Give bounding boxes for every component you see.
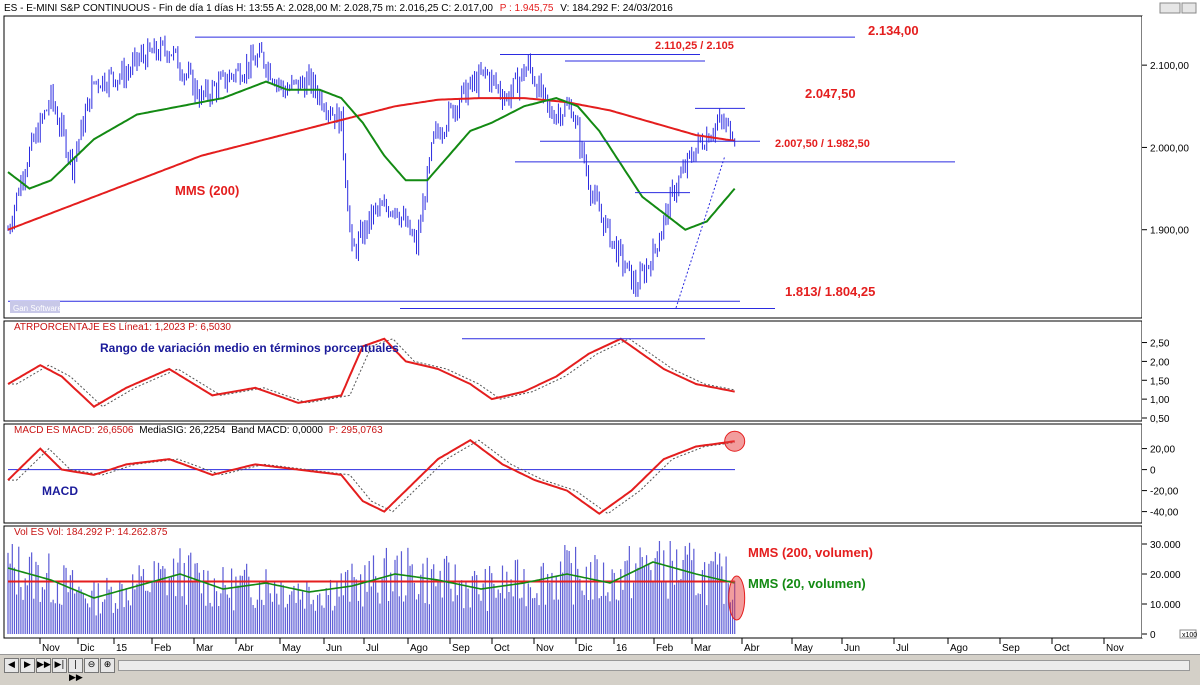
nav-first-button[interactable]: ◀ (4, 658, 19, 673)
x-tick-label: May (282, 643, 301, 654)
price-header-tail: V: 184.292 F: 24/03/2016 (560, 3, 673, 14)
horizontal-scrollbar[interactable] (118, 660, 1190, 671)
x-tick-label: 16 (616, 643, 628, 654)
nav-last-button[interactable]: |▶▶ (68, 658, 83, 683)
volume-legend-mms20: MMS (20, volumen) (748, 576, 866, 591)
watermark-box (10, 301, 60, 313)
macd-plot (7, 430, 746, 515)
x-tick-label: Dic (80, 643, 94, 654)
nav-end-button[interactable]: ▶| (52, 658, 67, 673)
x-tick-label: Jul (896, 643, 909, 654)
y-tick-label: 0 (1150, 466, 1156, 477)
x-tick-label: Mar (694, 643, 712, 654)
header-bar (0, 0, 1200, 16)
x-tick-label: Jun (844, 643, 860, 654)
y-tick-label: 2.000,00 (1150, 143, 1189, 154)
volume-plot (7, 541, 746, 634)
y-tick-label: -20,00 (1150, 487, 1179, 498)
x-tick-label: Mar (196, 643, 214, 654)
watermark: Gan Software (13, 304, 62, 313)
x-tick-label: Abr (744, 643, 760, 654)
volume-header: Vol ES Vol: 184.292 P: 14.262.875 (14, 527, 168, 538)
x-tick-label: Abr (238, 643, 254, 654)
y-tick-label: 20,00 (1150, 445, 1175, 456)
atr-header: ATRPORCENTAJE ES Línea1: 1,2023 P: 6,503… (14, 322, 231, 333)
price-header-p: P : 1.945,75 (500, 3, 554, 14)
pane-close-button[interactable] (1181, 2, 1197, 14)
axes: 2.100,00 2.000,00 1.900,00 2,50 2,00 1,50 1,00… (39, 61, 1189, 654)
volume-highlight (728, 575, 746, 621)
y-tick-label: 2.100,00 (1150, 61, 1189, 72)
macd-header: MACD ES MACD: 26,6506 MediaSIG: 26,2254 … (14, 425, 383, 436)
x-tick-label: Sep (1002, 643, 1020, 654)
volume-mms20-line (7, 561, 735, 599)
nav-next-button[interactable]: ▶▶ (36, 658, 51, 673)
macd-line (7, 438, 735, 515)
x-tick-label: Nov (536, 643, 554, 654)
trend-line (675, 155, 726, 309)
price-annotation: 1.813/ 1.804,25 (785, 284, 875, 299)
y-tick-label: 0,50 (1150, 414, 1170, 425)
zoom-out-button[interactable]: ⊖ (84, 658, 99, 673)
atr-plot (7, 337, 735, 408)
y-tick-label: 10.000 (1150, 600, 1181, 611)
volume-scale-label: x100 (1182, 632, 1197, 639)
volume-legend-mms200: MMS (200, volumen) (748, 545, 873, 560)
price-annotation: 2.007,50 / 1.982,50 (775, 138, 870, 150)
x-tick-label: Feb (656, 643, 674, 654)
x-tick-label: Jul (366, 643, 379, 654)
x-tick-label: 15 (116, 643, 128, 654)
chart-canvas: ES - E-MINI S&P CONTINUOUS - Fin de día … (0, 0, 1200, 654)
y-tick-label: 1,00 (1150, 395, 1170, 406)
price-header: ES - E-MINI S&P CONTINUOUS - Fin de día … (4, 3, 673, 14)
y-tick-label: 2,00 (1150, 357, 1170, 368)
atr-line (7, 337, 735, 408)
y-tick-label: 20.000 (1150, 570, 1181, 581)
macd-header-band: Band MACD: 0,0000 (231, 425, 323, 436)
macd-header-value: MACD ES MACD: 26,6506 (14, 425, 134, 436)
y-tick-label: -40,00 (1150, 508, 1179, 519)
price-annotation: MMS (200) (175, 183, 239, 198)
price-header-text: ES - E-MINI S&P CONTINUOUS - Fin de día … (4, 3, 493, 14)
x-tick-label: Nov (1106, 643, 1124, 654)
x-tick-label: Dic (578, 643, 592, 654)
macd-header-signal: MediaSIG: 26,2254 (139, 425, 226, 436)
price-annotation: 2.110,25 / 2.105 (655, 40, 734, 52)
y-tick-label: 1,50 (1150, 376, 1170, 387)
macd-signal-line (8, 439, 735, 515)
price-annotation: 2.047,50 (805, 86, 856, 101)
atr-panel (3, 320, 1143, 422)
macd-highlight (724, 430, 746, 452)
price-plot: 2.134,00 2.110,25 / 2.105 2.047,50 2.007,50… (7, 23, 955, 310)
atr-title: Rango de variación medio en términos por… (100, 341, 399, 355)
y-tick-label: 2,50 (1150, 339, 1170, 350)
macd-panel (3, 423, 1143, 524)
zoom-in-button[interactable]: ⊕ (100, 658, 115, 673)
mms200-line (7, 97, 735, 231)
navigation-bar: ◀ ▶ ▶▶ ▶| |▶▶ ⊖ ⊕ (0, 654, 1200, 683)
x-tick-label: Oct (1054, 643, 1070, 654)
y-tick-label: 30.000 (1150, 540, 1181, 551)
x-tick-label: Feb (154, 643, 172, 654)
macd-label: MACD (42, 484, 78, 498)
x-tick-label: Jun (326, 643, 342, 654)
x-tick-label: Nov (42, 643, 60, 654)
y-tick-label: 0 (1150, 630, 1156, 641)
atr-signal-line (8, 338, 735, 408)
nav-prev-button[interactable]: ▶ (20, 658, 35, 673)
x-tick-label: Sep (452, 643, 470, 654)
price-annotation: 2.134,00 (868, 23, 919, 38)
y-axis-area (1142, 16, 1200, 638)
y-tick-label: 1.900,00 (1150, 226, 1189, 237)
mms20-line (7, 80, 736, 231)
pane-button[interactable] (1159, 2, 1181, 14)
x-tick-label: Ago (410, 643, 428, 654)
x-tick-label: Ago (950, 643, 968, 654)
x-tick-label: May (794, 643, 813, 654)
volume-scale-box (1179, 629, 1197, 639)
macd-header-p: P: 295,0763 (329, 425, 383, 436)
x-tick-label: Oct (494, 643, 510, 654)
